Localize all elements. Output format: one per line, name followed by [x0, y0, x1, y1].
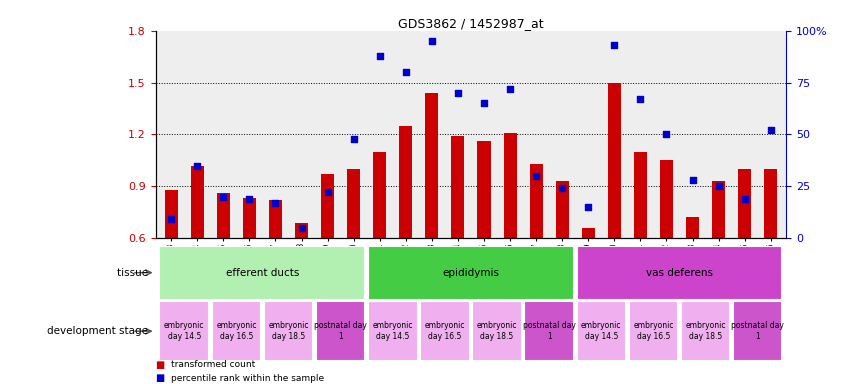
Point: [685, 177, 699, 183]
Point: [373, 53, 387, 59]
Point: [738, 195, 751, 202]
Bar: [243, 198, 256, 238]
Point: [217, 194, 230, 200]
Text: embryonic
day 14.5: embryonic day 14.5: [373, 321, 413, 341]
Text: embryonic
day 16.5: embryonic day 16.5: [633, 321, 674, 341]
Text: embryonic
day 18.5: embryonic day 18.5: [268, 321, 309, 341]
Bar: [347, 169, 360, 238]
Bar: [504, 133, 516, 238]
Text: tissue: tissue: [117, 268, 151, 278]
Bar: [764, 169, 777, 238]
Point: [529, 173, 542, 179]
Bar: [368, 246, 574, 300]
Text: transformed count: transformed count: [171, 360, 255, 369]
Point: [295, 225, 309, 231]
Bar: [316, 301, 365, 361]
Point: [711, 183, 725, 189]
Point: [426, 38, 439, 44]
Point: [165, 216, 178, 222]
Point: [633, 96, 647, 102]
Text: embryonic
day 18.5: embryonic day 18.5: [477, 321, 517, 341]
Bar: [525, 301, 574, 361]
Point: [191, 162, 204, 169]
Text: ■: ■: [156, 373, 165, 383]
Bar: [368, 301, 417, 361]
Text: embryonic
day 16.5: embryonic day 16.5: [216, 321, 257, 341]
Point: [555, 185, 569, 191]
Point: [321, 189, 335, 195]
Bar: [420, 301, 469, 361]
Bar: [160, 301, 209, 361]
Point: [347, 136, 361, 142]
Bar: [686, 217, 699, 238]
Bar: [478, 141, 490, 238]
Bar: [269, 200, 282, 238]
Point: [477, 100, 490, 106]
Bar: [530, 164, 542, 238]
Bar: [712, 181, 725, 238]
Point: [452, 90, 465, 96]
Bar: [628, 301, 678, 361]
Bar: [452, 136, 464, 238]
Point: [764, 127, 777, 133]
Title: GDS3862 / 1452987_at: GDS3862 / 1452987_at: [398, 17, 544, 30]
Bar: [191, 166, 204, 238]
Bar: [373, 152, 386, 238]
Point: [607, 42, 621, 48]
Bar: [217, 193, 230, 238]
Text: percentile rank within the sample: percentile rank within the sample: [171, 374, 324, 383]
Bar: [634, 152, 647, 238]
Bar: [321, 174, 334, 238]
Point: [659, 131, 673, 137]
Text: postnatal day
1: postnatal day 1: [523, 321, 575, 341]
Bar: [577, 301, 626, 361]
Text: epididymis: epididymis: [442, 268, 500, 278]
Bar: [582, 228, 595, 238]
Bar: [738, 169, 751, 238]
Text: development stage: development stage: [47, 326, 151, 336]
Text: ■: ■: [156, 360, 165, 370]
Bar: [473, 301, 521, 361]
Bar: [212, 301, 262, 361]
Bar: [733, 301, 782, 361]
Point: [503, 86, 516, 92]
Text: efferent ducts: efferent ducts: [225, 268, 299, 278]
Bar: [426, 93, 438, 238]
Text: embryonic
day 14.5: embryonic day 14.5: [581, 321, 621, 341]
Bar: [264, 301, 313, 361]
Bar: [556, 181, 569, 238]
Bar: [295, 223, 308, 238]
Text: postnatal day
1: postnatal day 1: [731, 321, 784, 341]
Bar: [165, 190, 177, 238]
Bar: [577, 246, 782, 300]
Point: [269, 200, 283, 206]
Text: embryonic
day 18.5: embryonic day 18.5: [685, 321, 726, 341]
Bar: [160, 246, 365, 300]
Text: embryonic
day 16.5: embryonic day 16.5: [425, 321, 465, 341]
Bar: [660, 161, 673, 238]
Point: [399, 69, 413, 75]
Bar: [680, 301, 730, 361]
Point: [581, 204, 595, 210]
Text: embryonic
day 14.5: embryonic day 14.5: [164, 321, 204, 341]
Text: postnatal day
1: postnatal day 1: [315, 321, 367, 341]
Bar: [399, 126, 412, 238]
Bar: [608, 83, 621, 238]
Point: [243, 195, 257, 202]
Text: vas deferens: vas deferens: [646, 268, 713, 278]
